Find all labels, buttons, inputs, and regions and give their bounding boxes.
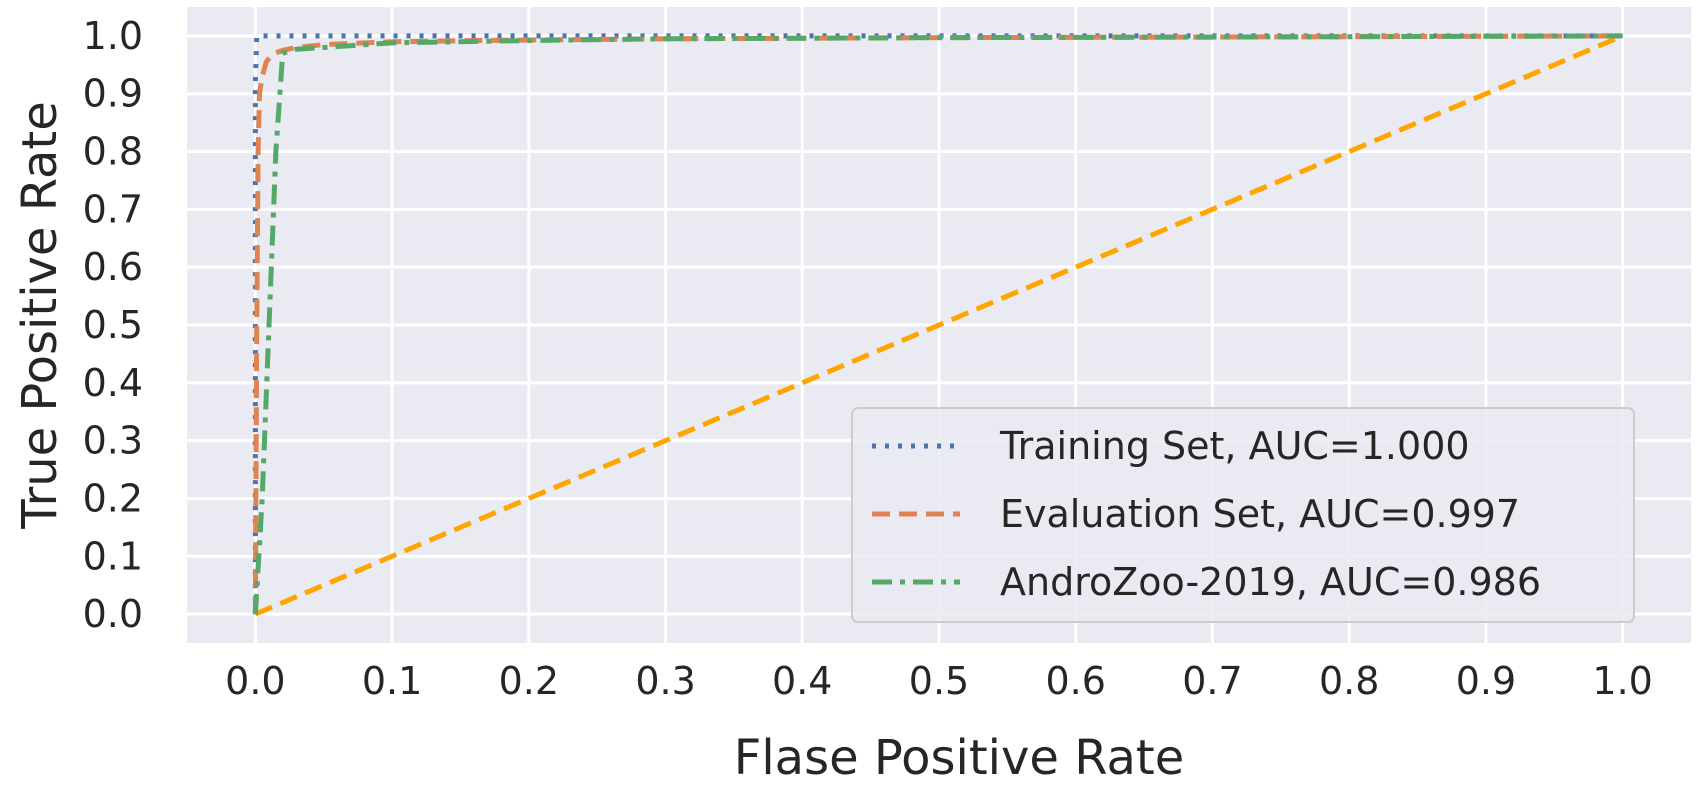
- x-tick-label: 1.0: [1592, 659, 1652, 703]
- y-tick-label: 0.3: [83, 419, 143, 463]
- series-line-2: [252, 33, 1623, 615]
- legend-frame: [851, 407, 1635, 623]
- y-tick-label: 0.2: [83, 476, 143, 520]
- y-tick-labels: 0.0 0.1 0.2 0.3 0.4 0.5 0.6 0.7 0.8 0.9 1.0: [83, 14, 143, 636]
- y-tick-label: 0.0: [83, 592, 143, 636]
- x-tick-label: 0.6: [1046, 659, 1106, 703]
- legend-entry-label: Training Set, AUC=1.000: [999, 424, 1470, 468]
- x-tick-label: 0.9: [1456, 659, 1516, 703]
- x-tick-label: 0.8: [1319, 659, 1379, 703]
- x-axis-label: Flase Positive Rate: [734, 730, 1185, 786]
- x-tick-label: 0.7: [1182, 659, 1242, 703]
- legend: Training Set, AUC=1.000 Evaluation Set, A…: [851, 407, 1635, 623]
- chance-diagonal-line: [254, 33, 1624, 617]
- legend-entry-label: Evaluation Set, AUC=0.997: [1000, 492, 1520, 536]
- x-tick-label: 0.2: [499, 659, 559, 703]
- y-tick-label: 0.6: [83, 245, 143, 289]
- y-tick-label: 1.0: [83, 14, 143, 58]
- x-tick-label: 0.3: [635, 659, 695, 703]
- series-lines: [252, 33, 1624, 617]
- x-tick-labels: 0.0 0.1 0.2 0.3 0.4 0.5 0.6 0.7 0.8 0.9 1.0: [225, 659, 1653, 703]
- y-tick-label: 0.9: [83, 72, 143, 116]
- x-tick-label: 0.1: [362, 659, 422, 703]
- y-tick-label: 0.7: [83, 187, 143, 231]
- y-tick-label: 0.4: [83, 361, 143, 405]
- y-tick-label: 0.8: [83, 130, 143, 174]
- y-axis-label: True Positive Rate: [12, 101, 68, 530]
- x-tick-label: 0.4: [772, 659, 832, 703]
- x-tick-label: 0.0: [225, 659, 285, 703]
- x-tick-label: 0.5: [909, 659, 969, 703]
- y-tick-label: 0.5: [83, 303, 143, 347]
- y-tick-label: 0.1: [83, 534, 143, 578]
- legend-entry-label: AndroZoo-2019, AUC=0.986: [1000, 560, 1541, 604]
